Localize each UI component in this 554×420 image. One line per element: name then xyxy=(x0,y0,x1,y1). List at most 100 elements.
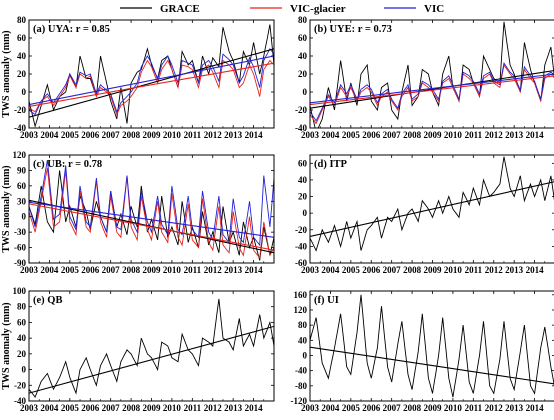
y-tick-label: 80 xyxy=(17,15,27,25)
x-tick-label: 2008 xyxy=(122,403,141,413)
y-tick-label: 160 xyxy=(294,290,308,300)
x-tick-label: 2003 xyxy=(20,130,39,140)
y-tick-label: 80 xyxy=(298,15,308,25)
x-tick-label: 2009 xyxy=(143,403,162,413)
x-tick-label: 2004 xyxy=(321,403,340,413)
y-tick-label: 120 xyxy=(294,305,308,315)
panel-d: 2003 2004 2005 2006 2007 2008 2009 2010 2011 2012… xyxy=(295,154,554,275)
y-tick-label: -30 xyxy=(14,227,26,237)
trend-line-vic-glacier xyxy=(310,75,554,106)
series-line-grace xyxy=(29,170,274,261)
y-tick-label: 0 xyxy=(22,365,27,375)
series-line-grace xyxy=(29,24,274,128)
y-tick-label: -20 xyxy=(14,105,26,115)
y-tick-label: -40 xyxy=(14,396,26,406)
y-tick-label: 60 xyxy=(17,181,27,191)
trend-line-vic-glacier xyxy=(29,62,274,107)
x-tick-label: 2011 xyxy=(465,130,483,140)
x-tick-label: 2010 xyxy=(163,265,182,275)
x-tick-label: 2010 xyxy=(444,130,463,140)
x-tick-label: 2014 xyxy=(526,265,545,275)
y-axis-label: TWS anomaly (mm) xyxy=(1,30,12,117)
x-tick-label: 2008 xyxy=(122,265,141,275)
x-tick-label: 2007 xyxy=(383,265,402,275)
trend-line-vic xyxy=(29,55,274,106)
series-group xyxy=(29,298,274,399)
trend-line-grace xyxy=(310,69,554,109)
y-axis-label: TWS anomaly (mm) xyxy=(1,302,12,389)
panel-b: 2003 2004 2005 2006 2007 2008 2009 2010 2011 2012… xyxy=(295,15,554,140)
panel-label: (f) UI xyxy=(314,295,339,306)
y-tick-label: -20 xyxy=(295,105,307,115)
x-tick-label: 2009 xyxy=(143,265,162,275)
y-tick-label: 0 xyxy=(303,87,308,97)
series-group xyxy=(310,156,554,252)
x-tick-label: 2013 xyxy=(224,265,243,275)
x-tick-label: 2013 xyxy=(224,403,243,413)
panel-e: 2003 2004 2005 2006 2007 2008 2009 2010 2011 2012… xyxy=(1,286,275,413)
x-tick-label: 2006 xyxy=(81,265,100,275)
y-tick-label: 40 xyxy=(17,333,27,343)
x-tick-label: 2011 xyxy=(184,265,202,275)
y-tick-label: 40 xyxy=(298,335,308,345)
x-tick-label: 2008 xyxy=(403,403,422,413)
series-group xyxy=(29,160,274,261)
y-tick-label: 90 xyxy=(17,165,27,175)
trend-line-vic-glacier xyxy=(29,203,274,251)
x-tick-label: 2007 xyxy=(383,130,402,140)
x-tick-label: 2006 xyxy=(81,130,100,140)
x-tick-label: 2014 xyxy=(526,403,545,413)
x-tick-label: 2011 xyxy=(184,130,202,140)
x-tick-label: 2003 xyxy=(20,403,39,413)
x-tick-label: 2012 xyxy=(204,403,223,413)
x-tick-label: 2007 xyxy=(383,403,402,413)
y-tick-label: 40 xyxy=(17,51,27,61)
x-tick-label: 2012 xyxy=(204,265,223,275)
y-tick-label: 100 xyxy=(13,286,27,296)
trend-line-vic xyxy=(310,73,554,104)
legend-label-vic: VIC xyxy=(424,3,444,15)
x-tick-label: 2012 xyxy=(204,130,223,140)
panel-c: 2003 2004 2005 2006 2007 2008 2009 2010 2011 2012… xyxy=(1,150,275,275)
y-tick-label: 20 xyxy=(298,69,308,79)
x-tick-label: 2010 xyxy=(444,265,463,275)
y-tick-label: 0 xyxy=(22,87,27,97)
panel-a: 2003 2004 2005 2006 2007 2008 2009 2010 2011 2012… xyxy=(1,15,275,140)
legend: GRACE VIC-glacier VIC xyxy=(120,3,444,15)
series-group xyxy=(310,294,554,398)
y-tick-label: -60 xyxy=(295,258,307,268)
x-tick-label: 2005 xyxy=(342,130,361,140)
series-group xyxy=(29,24,274,128)
x-tick-label: 2003 xyxy=(301,130,320,140)
x-tick-label: 2014 xyxy=(245,130,264,140)
x-tick-label: 2003 xyxy=(20,265,39,275)
y-tick-label: -40 xyxy=(295,123,307,133)
y-tick-label: -120 xyxy=(291,396,308,406)
x-tick-label: 2009 xyxy=(424,403,443,413)
x-tick-label: 2014 xyxy=(526,130,545,140)
panel-label: (e) QB xyxy=(33,295,62,306)
y-tick-label: -20 xyxy=(14,380,26,390)
y-axis-label: TWS anomaly (mm) xyxy=(1,165,12,252)
x-tick-label: 2005 xyxy=(61,403,80,413)
x-tick-label: 2009 xyxy=(424,130,443,140)
x-tick-label: 2007 xyxy=(102,265,121,275)
x-tick-label: 2003 xyxy=(301,265,320,275)
x-tick-label: 2006 xyxy=(362,130,381,140)
x-tick-label: 2004 xyxy=(321,265,340,275)
y-tick-label: 80 xyxy=(298,320,308,330)
x-tick-label: 2009 xyxy=(424,265,443,275)
y-tick-label: 60 xyxy=(17,317,27,327)
x-tick-label: 2010 xyxy=(444,403,463,413)
x-tick-label: 2006 xyxy=(81,403,100,413)
plot-frame xyxy=(28,290,275,402)
y-tick-label: 30 xyxy=(17,196,27,206)
trend-line-grace xyxy=(29,48,274,118)
x-tick-label: 2010 xyxy=(163,403,182,413)
x-tick-label: 2013 xyxy=(505,130,524,140)
panel-label: (b) UYE: r = 0.73 xyxy=(314,24,392,35)
series-line-grace xyxy=(310,294,554,398)
trend-line-grace xyxy=(29,325,274,394)
x-tick-label: 2012 xyxy=(485,265,504,275)
